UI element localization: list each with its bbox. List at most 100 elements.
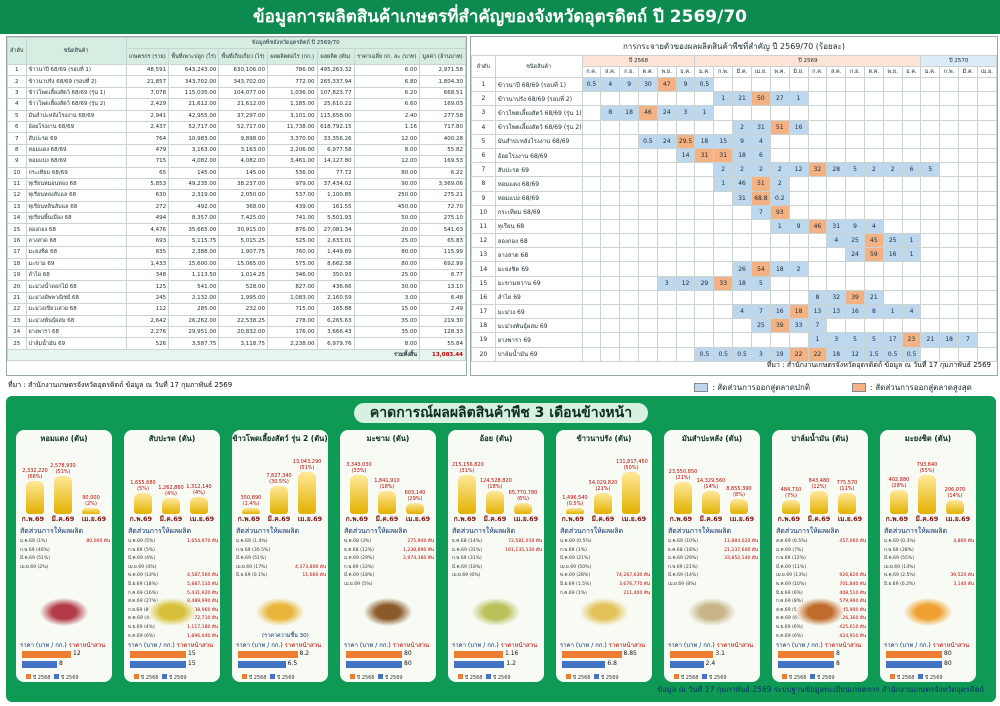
cell: สับปะรด 69 bbox=[25, 132, 127, 145]
share-list: ส.ค.69 (6.5%) 457,060 ตัน ม.ค.69 (7%) ก.พ.6… bbox=[776, 538, 866, 641]
month-cell bbox=[863, 91, 884, 107]
cell: 5,115.75 bbox=[168, 234, 220, 248]
share-label: สัดส่วนการให้ผลผลิต bbox=[344, 527, 408, 535]
share-month: มิ.ย.69 (6%) bbox=[776, 590, 803, 596]
cell: 30.00 bbox=[353, 280, 421, 293]
month-cell bbox=[788, 176, 809, 192]
month-cell: 1 bbox=[901, 247, 922, 263]
month-cell: 18 bbox=[619, 105, 640, 121]
cell: 668.51 bbox=[419, 86, 466, 100]
share-value: 80,000 ตัน bbox=[86, 539, 110, 544]
distribution-row: 1 ข้าวนาปี 68/69 (รอบที่ 1) 0.5 4 9 30 47 9 0.5 bbox=[471, 76, 998, 93]
month-cell bbox=[581, 176, 602, 192]
month-cell bbox=[920, 76, 941, 93]
price-label: ราคา (บาท / กก.) ราคาหน้าสวน bbox=[776, 640, 861, 650]
share-label: สัดส่วนการให้ผลผลิต bbox=[20, 527, 84, 535]
legend-swatch bbox=[54, 674, 60, 679]
cell: 1,083.00 bbox=[267, 291, 318, 305]
cell: 741.00 bbox=[267, 212, 318, 225]
month-cell bbox=[958, 204, 978, 220]
month-cell: 2 bbox=[769, 176, 790, 192]
crop-image bbox=[904, 598, 952, 626]
month-cell: 16 bbox=[788, 119, 809, 135]
cell: ข้าวโพดเลี้ยงสัตว์ 68/69 (รุ่น 2) bbox=[25, 98, 127, 111]
share-value: 408,510 ตัน bbox=[839, 590, 866, 596]
cell: 2,206.00 bbox=[267, 143, 318, 157]
month-cell bbox=[750, 76, 771, 93]
cell: 55.84 bbox=[419, 337, 466, 350]
yield-label: 793,840 (55%) bbox=[916, 461, 938, 474]
legend-year-a: ปี 2568 bbox=[789, 675, 809, 681]
month-cell bbox=[581, 247, 602, 263]
distribution-row: 16 ลำไย 69 8 32 39 21 bbox=[471, 289, 998, 306]
month-cell: 2 bbox=[732, 119, 752, 135]
share-value: 1,896,440 ตัน bbox=[187, 633, 218, 639]
month-cell bbox=[638, 346, 658, 362]
forecast-card: ข้าวโพดเลี้ยงสัตว์ รุ่น 2 (ตัน) 350,890 (… bbox=[232, 430, 328, 682]
month-cell bbox=[638, 190, 658, 206]
share-value: 424,910 ตัน bbox=[839, 633, 866, 639]
month-cell: 31 bbox=[694, 147, 715, 164]
month-cell bbox=[901, 147, 922, 164]
price-bar bbox=[562, 661, 606, 668]
cell: หอมแดง 68/69 bbox=[25, 143, 127, 157]
cell: 278.00 bbox=[267, 314, 318, 328]
crop-image bbox=[796, 598, 844, 626]
forecast-card: อ้อย (ตัน) 215,156,820 (31%) 124,528,820 (… bbox=[448, 430, 544, 682]
month-cell bbox=[882, 133, 903, 149]
share-row: ก.พ.69 (30.5%) bbox=[236, 547, 326, 556]
production-row: 4 ข้าวโพดเลี้ยงสัตว์ 68/69 (รุ่น 2) 2,429 2… bbox=[7, 98, 466, 111]
share-label: สัดส่วนการให้ผลผลิต bbox=[452, 527, 516, 535]
cell: 25.00 bbox=[353, 234, 421, 248]
cell: 272 bbox=[125, 200, 170, 214]
price-value: 80 bbox=[404, 650, 412, 657]
row-name: ข้าวโพดเลี้ยงสัตว์ 68/69 (รุ่น 2) bbox=[494, 119, 583, 135]
cell: มะขาม 69 bbox=[25, 257, 127, 271]
price-bar bbox=[778, 661, 834, 668]
month-cell bbox=[600, 332, 621, 348]
share-month: ม.ค.69 (29%) bbox=[668, 556, 699, 562]
month-cell: 25 bbox=[845, 233, 865, 249]
col-header: มูลค่า (ล้านบาท) bbox=[419, 48, 466, 65]
distribution-row: 18 มะม่วงพันธุ์ผสม 69 25 39 33 7 bbox=[471, 318, 998, 334]
cell: 245 bbox=[125, 291, 170, 305]
month-cell bbox=[675, 261, 696, 277]
month-cell bbox=[769, 76, 790, 93]
cell: ข้าวนาปรัง 68/69 (รอบที่ 2) bbox=[25, 75, 127, 88]
col-header: เกษตรกร (ราย) bbox=[125, 48, 170, 65]
share-row: มี.ค.69 (11%) bbox=[776, 564, 866, 573]
month-cell bbox=[807, 204, 828, 220]
month-cell bbox=[788, 289, 809, 306]
legend-year-a: ปี 2568 bbox=[249, 675, 269, 681]
cell: 14,127.80 bbox=[316, 155, 355, 168]
month-cell bbox=[826, 119, 847, 135]
cell: 115,658.00 bbox=[316, 109, 355, 122]
month-label: เม.ย.69 bbox=[513, 515, 539, 523]
share-list: ม.ค.69 (5%) 1,654,970 ตัน ก.พ.69 (5%) มี.ค.… bbox=[128, 538, 218, 641]
month-cell bbox=[619, 233, 640, 249]
cell: 21,612.00 bbox=[168, 98, 220, 111]
cell: 2,238.00 bbox=[267, 337, 318, 350]
share-month: ม.ค.69 (0.5%) bbox=[560, 539, 592, 544]
cell: 3,461.00 bbox=[267, 155, 318, 168]
month-labels: ก.พ.69 มี.ค.69 เม.ย.69 bbox=[666, 514, 758, 524]
month-cell bbox=[882, 218, 903, 235]
month-cell bbox=[901, 119, 922, 135]
yield-bars: 215,156,820 (31%) 124,528,820 (18%) 65,770… bbox=[448, 444, 544, 514]
distribution-row: 8 หอมแดง 68/69 1 46 51 2 bbox=[471, 176, 998, 192]
month-labels: ก.พ.69 มี.ค.69 เม.ย.69 bbox=[18, 514, 110, 524]
price-legend: ปี 2568 ปี 2569 bbox=[456, 674, 511, 682]
month-cell bbox=[976, 190, 998, 206]
cell: 37,434.02 bbox=[316, 177, 355, 191]
legend-year-b: ปี 2569 bbox=[493, 675, 511, 681]
month-cell bbox=[845, 147, 865, 164]
month-cell bbox=[769, 275, 790, 291]
month-cell: 47 bbox=[656, 76, 677, 93]
share-row: ม.ค.69 (31%) 161,135,130 ตัน bbox=[452, 547, 542, 556]
cell: 20.00 bbox=[353, 223, 421, 236]
cell: 21,612.00 bbox=[218, 98, 269, 111]
share-month: ม.ค.69 (0.3%) bbox=[884, 539, 916, 544]
month-cell bbox=[619, 218, 640, 235]
month-labels: ก.พ.69 มี.ค.69 เม.ย.69 bbox=[450, 514, 542, 524]
